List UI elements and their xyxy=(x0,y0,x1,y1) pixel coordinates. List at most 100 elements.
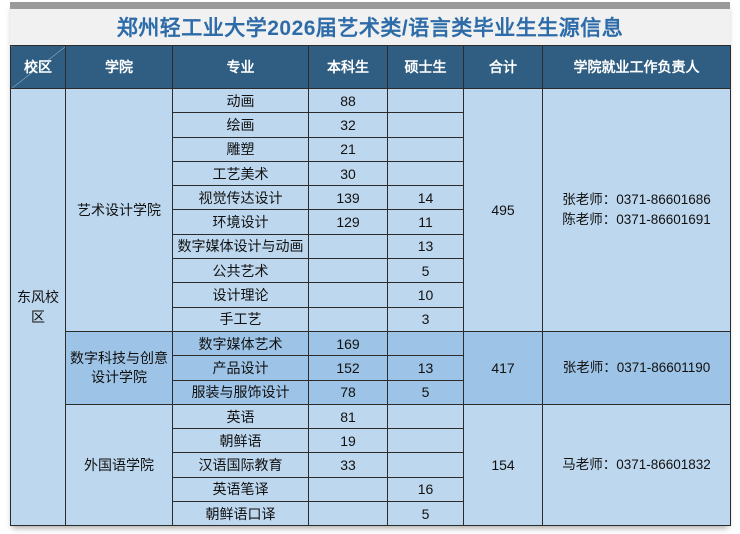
major-cell: 英语笔译 xyxy=(172,476,309,503)
master-count-cell: 13 xyxy=(387,355,464,381)
major-cell: 视觉传达设计 xyxy=(172,185,309,211)
table-row: 外国语学院 英语 81 154 马老师：0371-86601832 xyxy=(11,403,731,527)
master-count-cell: 11 xyxy=(387,209,464,235)
major-cell: 朝鲜语 xyxy=(172,428,309,454)
undergrad-count-cell xyxy=(308,501,388,527)
undergrad-count-cell xyxy=(308,476,388,503)
table-row: 东风校区 艺术设计学院 动画 88 495 张老师：0371-86601686 陈老师：03… xyxy=(10,87,731,527)
table-row: 手工艺 3 xyxy=(11,306,731,332)
major-cell: 动画 xyxy=(172,87,309,114)
header-cell-contact: 学院就业工作负责人 xyxy=(542,45,731,89)
contact-line: 陈老师：0371-86601691 xyxy=(562,211,711,227)
page-title: 郑州轻工业大学2026届艺术类/语言类毕业生生源信息 xyxy=(116,17,624,40)
total-cell: 417 xyxy=(463,330,543,405)
page-sheet: 郑州轻工业大学2026届艺术类/语言类毕业生生源信息 校区 学院 专业 本科生 硕士生合… xyxy=(10,2,731,527)
undergrad-count-cell: 152 xyxy=(308,355,388,381)
table-row: 雕塑 21 xyxy=(11,136,731,162)
master-count-cell xyxy=(387,428,464,454)
college-cell: 数字科技与创意设计学院 xyxy=(65,330,173,405)
undergrad-count-cell: 21 xyxy=(308,136,388,162)
title-bar: 郑州轻工业大学2026届艺术类/语言类毕业生生源信息 xyxy=(10,9,730,45)
header-cell-major: 专业 xyxy=(172,45,309,89)
table-row: 朝鲜语 19 xyxy=(11,428,731,454)
college-cell: 艺术设计学院 xyxy=(65,88,173,332)
undergrad-count-cell xyxy=(308,306,388,332)
master-count-cell xyxy=(387,330,464,357)
table-row: 绘画 32 xyxy=(11,112,731,138)
table-row: 设计理论 10 xyxy=(11,282,731,308)
major-cell: 朝鲜语口译 xyxy=(172,501,309,527)
table-row: 数字媒体设计与动画 13 xyxy=(11,233,731,260)
header-cell-campus: 校区 xyxy=(10,45,66,89)
undergrad-count-cell: 19 xyxy=(308,428,388,454)
table-row: 环境设计 129 11 xyxy=(11,209,731,235)
undergrad-count-cell: 139 xyxy=(308,185,388,211)
major-cell: 公共艺术 xyxy=(172,258,309,284)
contact-line: 张老师：0371-86601686 xyxy=(562,191,711,207)
contact-line: 张老师：0371-86601190 xyxy=(562,359,711,375)
contact-cell: 马老师：0371-86601832 xyxy=(542,403,731,527)
major-cell: 环境设计 xyxy=(172,209,309,235)
major-cell: 数字媒体设计与动画 xyxy=(172,233,309,260)
master-count-cell xyxy=(387,403,464,430)
table-row: 公共艺术 5 xyxy=(11,258,731,284)
table-row: 数字科技与创意设计学院 数字媒体艺术 169 417 张老师：0371-86601190 xyxy=(11,330,731,405)
master-count-cell: 13 xyxy=(387,233,464,260)
contact-line: 马老师：0371-86601832 xyxy=(562,456,711,472)
undergrad-count-cell: 78 xyxy=(308,379,388,405)
master-count-cell: 3 xyxy=(387,306,464,332)
major-cell: 绘画 xyxy=(172,112,309,138)
contact-cell: 张老师：0371-86601190 xyxy=(542,330,731,405)
total-cell: 154 xyxy=(463,403,543,527)
table-row: 朝鲜语口译 5 xyxy=(11,501,731,527)
table-row: 工艺美术 30 xyxy=(11,160,731,187)
master-count-cell xyxy=(387,160,464,187)
master-count-cell: 14 xyxy=(387,185,464,211)
major-cell: 手工艺 xyxy=(172,306,309,332)
table-body: 东风校区 艺术设计学院 动画 88 495 张老师：0371-86601686 陈老师：03… xyxy=(10,87,731,527)
undergrad-count-cell xyxy=(308,258,388,284)
table-row: 产品设计 152 13 xyxy=(11,355,731,381)
undergrad-count-cell: 129 xyxy=(308,209,388,235)
master-count-cell: 5 xyxy=(387,258,464,284)
contact-cell: 张老师：0371-86601686 陈老师：0371-86601691 xyxy=(542,88,731,332)
college-cell: 外国语学院 xyxy=(65,403,173,527)
major-cell: 数字媒体艺术 xyxy=(172,330,309,357)
graduate-source-table: 校区 学院 专业 本科生 硕士生 合计 学院就业工作负责人 东风校区 艺术设计学院 动画 88 49… xyxy=(10,45,731,527)
table-row: 视觉传达设计 139 14 xyxy=(11,185,731,211)
header-row: 校区 学院 专业 本科生 硕士生 合计 学院就业工作负责人 xyxy=(10,45,731,89)
master-count-cell xyxy=(387,87,464,114)
header-cell-undergrad: 本科生 xyxy=(308,45,388,89)
header-cell-master: 硕士生 xyxy=(387,45,464,89)
header-cell-college: 学院 xyxy=(65,45,173,89)
master-count-cell xyxy=(387,136,464,162)
undergrad-count-cell xyxy=(308,282,388,308)
major-cell: 雕塑 xyxy=(172,136,309,162)
major-cell: 汉语国际教育 xyxy=(172,452,309,478)
undergrad-count-cell xyxy=(308,233,388,260)
major-cell: 工艺美术 xyxy=(172,160,309,187)
major-cell: 产品设计 xyxy=(172,355,309,381)
campus-cell: 东风校区 xyxy=(10,87,66,527)
master-count-cell: 10 xyxy=(387,282,464,308)
table-row: 服装与服饰设计 78 5 xyxy=(11,379,731,405)
master-count-cell: 5 xyxy=(387,501,464,527)
undergrad-count-cell: 30 xyxy=(308,160,388,187)
total-cell: 495 xyxy=(463,88,543,332)
header-cell-total: 合计 xyxy=(463,45,543,89)
master-count-cell xyxy=(387,452,464,478)
top-divider xyxy=(10,2,730,9)
undergrad-count-cell: 32 xyxy=(308,112,388,138)
master-count-cell xyxy=(387,112,464,138)
undergrad-count-cell: 88 xyxy=(308,87,388,114)
major-cell: 英语 xyxy=(172,403,309,430)
undergrad-count-cell: 169 xyxy=(308,330,388,357)
table-row: 汉语国际教育 33 xyxy=(11,452,731,478)
master-count-cell: 5 xyxy=(387,379,464,405)
table-row: 英语笔译 16 xyxy=(11,476,731,503)
undergrad-count-cell: 33 xyxy=(308,452,388,478)
major-cell: 设计理论 xyxy=(172,282,309,308)
undergrad-count-cell: 81 xyxy=(308,403,388,430)
master-count-cell: 16 xyxy=(387,476,464,503)
major-cell: 服装与服饰设计 xyxy=(172,379,309,405)
